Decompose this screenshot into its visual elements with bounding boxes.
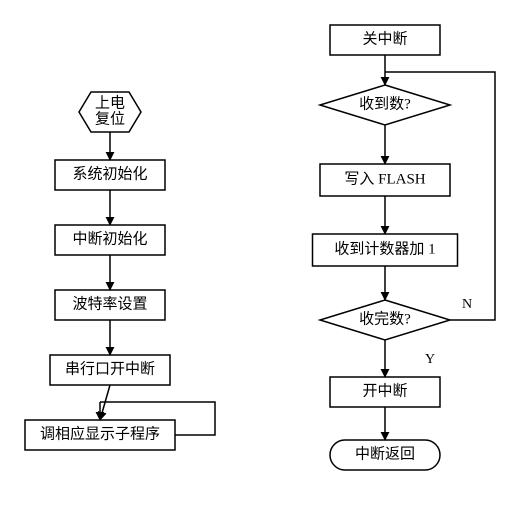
node-label: 串行口开中断 bbox=[65, 360, 155, 377]
node-label: 收到计数器加 1 bbox=[334, 240, 435, 257]
edge-label: Y bbox=[425, 352, 435, 367]
node-label: 调相应显示子程序 bbox=[40, 424, 160, 442]
node-label: 中断返回 bbox=[355, 445, 415, 462]
node-label: 收完数? bbox=[359, 310, 411, 327]
flowchart-diagram: 上电复位系统初始化中断初始化波特率设置串行口开中断调相应显示子程序 关中断收到数?… bbox=[0, 0, 527, 505]
node-label: 收到数? bbox=[359, 95, 411, 112]
node-label: 波特率设置 bbox=[72, 295, 147, 312]
node-label: 开中断 bbox=[362, 382, 407, 399]
node-label: 关中断 bbox=[362, 30, 407, 47]
node-label: 上电 bbox=[95, 94, 125, 111]
node-label: 中断初始化 bbox=[72, 230, 147, 247]
node-label: 写入 FLASH bbox=[344, 171, 425, 187]
edge-label: N bbox=[462, 297, 472, 312]
node-label: 复位 bbox=[95, 109, 125, 127]
node-label: 系统初始化 bbox=[72, 165, 147, 182]
